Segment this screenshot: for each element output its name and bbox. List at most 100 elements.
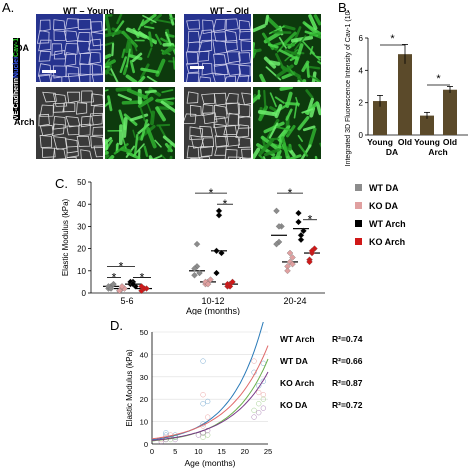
y-axis-label: Elastic Modulus (kPa) xyxy=(61,198,70,276)
fibril xyxy=(122,64,129,76)
data-point xyxy=(215,212,223,219)
micrograph-old-arch-cav xyxy=(253,87,321,159)
legend-swatch xyxy=(355,238,362,245)
micrograph-young-arch-cav xyxy=(105,87,175,159)
fibril xyxy=(133,43,138,52)
fibril xyxy=(253,93,261,104)
x-tick-label: 10 xyxy=(194,447,202,456)
fibril xyxy=(137,19,145,31)
data-point xyxy=(213,269,220,277)
cell-outline xyxy=(88,51,101,65)
cell-outline xyxy=(241,148,251,159)
fibril xyxy=(167,142,173,153)
data-point xyxy=(295,218,302,226)
fibril xyxy=(160,153,167,159)
fibril xyxy=(300,38,315,55)
fibril xyxy=(266,16,282,31)
stain-label: VE-CadherinNucleiCav-1 xyxy=(13,37,20,120)
data-point xyxy=(205,398,211,405)
micrograph-old-arch-vecad xyxy=(184,87,251,159)
fibril xyxy=(274,96,285,104)
fibril xyxy=(258,154,265,159)
fibril xyxy=(105,101,111,108)
cell-outline xyxy=(90,93,103,107)
cell-outline xyxy=(91,74,103,82)
fibril xyxy=(278,49,299,61)
x-tick-label: 10-12 xyxy=(201,296,224,306)
cell-outline xyxy=(53,30,67,41)
cell-outline xyxy=(76,135,91,147)
data-point xyxy=(297,232,305,239)
cell-outline xyxy=(186,19,201,30)
cell-outline xyxy=(225,18,239,31)
fibril xyxy=(140,14,157,27)
data-point xyxy=(251,414,257,420)
micrograph-svg xyxy=(105,87,175,159)
fibril xyxy=(121,48,126,59)
r-squared-label: R²=0.72 xyxy=(332,400,363,410)
panel-c-letter: C. xyxy=(55,176,68,191)
data-point xyxy=(140,285,148,292)
significance-star: * xyxy=(288,186,293,200)
fibril xyxy=(305,89,314,99)
fibril xyxy=(105,53,112,60)
data-point xyxy=(195,432,202,438)
x-tick-label: 5-6 xyxy=(120,296,133,306)
cell-outline xyxy=(92,126,103,136)
legend-swatch xyxy=(355,202,362,209)
x-axis-label: Age (months) xyxy=(184,458,235,468)
cell-outline xyxy=(65,116,81,128)
fibril xyxy=(307,127,317,148)
fibril xyxy=(253,48,262,53)
bar xyxy=(398,54,412,135)
cell-outline xyxy=(90,31,103,47)
stain-label-vecad: VE-Cadherin xyxy=(13,77,20,120)
cell-outline xyxy=(52,116,67,130)
cell-outline xyxy=(51,43,63,56)
fibril xyxy=(278,36,287,49)
cell-outline xyxy=(77,31,91,43)
fibril xyxy=(148,31,153,47)
group-label: Arch xyxy=(428,147,447,157)
fibril xyxy=(301,108,313,114)
data-point xyxy=(300,227,307,235)
fibril xyxy=(269,106,278,113)
data-point xyxy=(289,260,296,268)
fibril xyxy=(105,65,110,68)
data-point xyxy=(200,434,206,440)
data-point xyxy=(191,265,198,272)
fibril xyxy=(143,145,149,157)
cell-outline xyxy=(225,63,242,76)
data-point xyxy=(226,283,234,290)
data-point xyxy=(213,247,220,255)
y-tick-label: 6 xyxy=(359,34,364,43)
fibril xyxy=(107,155,115,159)
fibril xyxy=(139,107,146,122)
micrograph-svg xyxy=(36,87,103,159)
cell-outline xyxy=(224,75,236,82)
data-point xyxy=(273,207,280,215)
cell-outline xyxy=(226,51,241,64)
fibril xyxy=(147,47,153,58)
cell-outline xyxy=(90,21,103,33)
y-tick-label: 40 xyxy=(77,200,86,209)
cell-outline xyxy=(38,113,50,127)
stain-label-cav: Cav-1 xyxy=(13,37,20,57)
fibril xyxy=(279,87,294,91)
fibril xyxy=(302,125,316,132)
fibril xyxy=(137,75,146,82)
cell-outline xyxy=(37,63,52,77)
data-point xyxy=(295,209,302,217)
data-point xyxy=(129,280,137,288)
cell-outline xyxy=(199,125,214,137)
bar xyxy=(443,89,457,135)
data-point xyxy=(260,396,267,402)
fibril xyxy=(168,17,175,20)
significance-star: * xyxy=(308,213,313,227)
fibril xyxy=(297,116,310,131)
fibril xyxy=(259,73,267,82)
x-tick-label: 15 xyxy=(217,447,225,456)
fibril xyxy=(317,60,321,65)
legend-label: KO Arch xyxy=(280,378,314,388)
cell-outline xyxy=(237,103,251,119)
